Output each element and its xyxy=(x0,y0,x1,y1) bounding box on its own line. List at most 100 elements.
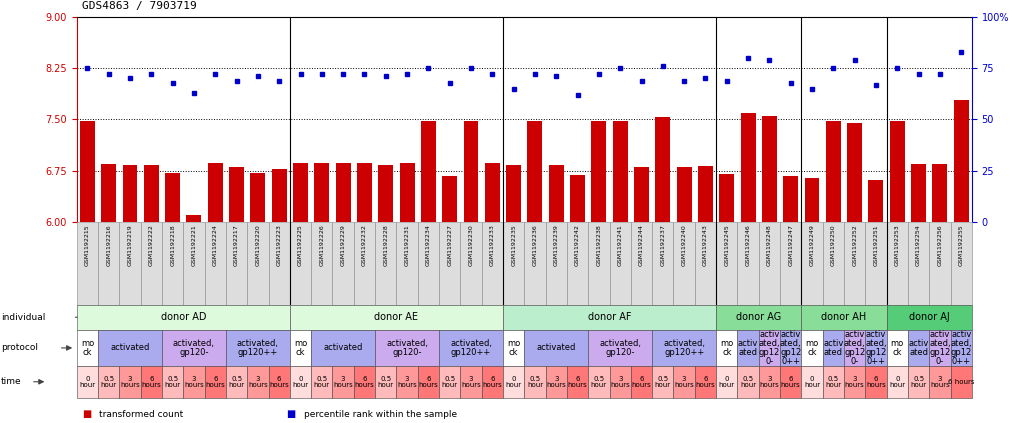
Text: 3
hours: 3 hours xyxy=(845,376,864,388)
Bar xyxy=(272,169,286,222)
Text: 3
hours: 3 hours xyxy=(930,376,949,388)
Text: GSM1192242: GSM1192242 xyxy=(575,225,580,266)
Text: 3
hours: 3 hours xyxy=(674,376,694,388)
Text: 6
hours: 6 hours xyxy=(355,376,374,388)
Text: donor AH: donor AH xyxy=(821,312,866,322)
Bar xyxy=(205,222,226,305)
Text: 3
hours: 3 hours xyxy=(248,376,268,388)
Text: GSM1192247: GSM1192247 xyxy=(788,225,793,266)
Bar xyxy=(162,222,183,305)
Bar xyxy=(804,178,819,222)
Text: individual: individual xyxy=(1,313,45,322)
Text: 0.5
hour: 0.5 hour xyxy=(591,376,607,388)
Bar xyxy=(932,164,947,222)
Bar xyxy=(485,163,500,222)
Bar xyxy=(865,222,887,305)
Bar xyxy=(822,222,844,305)
Bar xyxy=(656,117,670,222)
Text: GSM1192255: GSM1192255 xyxy=(959,225,964,266)
Text: activated,
gp120++: activated, gp120++ xyxy=(237,339,279,357)
Bar xyxy=(887,222,908,305)
Bar xyxy=(379,165,393,222)
Bar xyxy=(719,174,735,222)
Text: ■: ■ xyxy=(286,409,296,419)
Bar xyxy=(442,176,457,222)
Text: 0.5
hour: 0.5 hour xyxy=(740,376,756,388)
Text: 6
hours: 6 hours xyxy=(696,376,715,388)
Bar xyxy=(567,222,588,305)
Text: 6
hours: 6 hours xyxy=(483,376,502,388)
Bar xyxy=(908,222,929,305)
Text: activated,
gp120-: activated, gp120- xyxy=(386,339,428,357)
Text: GSM1192215: GSM1192215 xyxy=(85,225,90,266)
Text: activated,
gp120-: activated, gp120- xyxy=(599,339,641,357)
Bar xyxy=(741,113,756,222)
Text: 3
hours: 3 hours xyxy=(333,376,353,388)
Bar xyxy=(290,222,311,305)
Text: 6
hours: 6 hours xyxy=(141,376,162,388)
Bar xyxy=(226,222,248,305)
Text: donor AG: donor AG xyxy=(737,312,782,322)
Text: 3
hours: 3 hours xyxy=(759,376,780,388)
Bar xyxy=(890,121,904,222)
Bar xyxy=(631,222,653,305)
Bar xyxy=(634,168,649,222)
Text: 6
hours: 6 hours xyxy=(418,376,438,388)
Text: GSM1192218: GSM1192218 xyxy=(170,225,175,266)
Bar xyxy=(482,222,503,305)
Bar xyxy=(698,166,713,222)
Text: GSM1192233: GSM1192233 xyxy=(490,225,495,266)
Text: GSM1192248: GSM1192248 xyxy=(767,225,772,266)
Bar xyxy=(140,222,162,305)
Bar xyxy=(251,173,265,222)
Bar xyxy=(847,123,862,222)
Bar xyxy=(673,222,695,305)
Text: GSM1192227: GSM1192227 xyxy=(447,225,452,266)
Text: GSM1192238: GSM1192238 xyxy=(596,225,602,266)
Text: mo
ck: mo ck xyxy=(805,339,818,357)
Bar xyxy=(716,222,738,305)
Bar xyxy=(570,175,585,222)
Text: GSM1192253: GSM1192253 xyxy=(895,225,900,266)
Text: 0.5
hour: 0.5 hour xyxy=(826,376,841,388)
Bar xyxy=(336,163,351,222)
Text: GSM1192246: GSM1192246 xyxy=(746,225,751,266)
Bar xyxy=(439,222,460,305)
Text: activ
ated: activ ated xyxy=(738,339,758,357)
Bar xyxy=(950,222,972,305)
Text: GSM1192231: GSM1192231 xyxy=(404,225,409,266)
Text: 0.5
hour: 0.5 hour xyxy=(228,376,244,388)
Text: activated,
gp120++: activated, gp120++ xyxy=(663,339,705,357)
Text: protocol: protocol xyxy=(1,343,38,352)
Bar xyxy=(77,222,98,305)
Text: 0.5
hour: 0.5 hour xyxy=(910,376,927,388)
Bar xyxy=(548,165,564,222)
Bar xyxy=(311,222,332,305)
Bar xyxy=(229,168,244,222)
Text: GSM1192228: GSM1192228 xyxy=(384,225,389,266)
Text: 0
hour: 0 hour xyxy=(80,376,95,388)
Text: activated,
gp120++: activated, gp120++ xyxy=(450,339,492,357)
Bar xyxy=(208,163,223,222)
Bar xyxy=(653,222,673,305)
Text: 0
hour: 0 hour xyxy=(505,376,522,388)
Bar xyxy=(80,121,95,222)
Bar xyxy=(953,100,969,222)
Text: GSM1192229: GSM1192229 xyxy=(341,225,346,266)
Text: 0.5
hour: 0.5 hour xyxy=(655,376,671,388)
Text: GSM1192254: GSM1192254 xyxy=(916,225,921,266)
Bar xyxy=(506,165,521,222)
Text: 0.5
hour: 0.5 hour xyxy=(314,376,329,388)
Text: 6
hours: 6 hours xyxy=(206,376,225,388)
Text: time: time xyxy=(1,377,21,386)
Text: activated: activated xyxy=(537,343,576,352)
Text: GSM1192251: GSM1192251 xyxy=(874,225,879,266)
Text: GSM1192216: GSM1192216 xyxy=(106,225,112,266)
Bar xyxy=(676,168,692,222)
Text: 6
hours: 6 hours xyxy=(866,376,886,388)
Bar xyxy=(268,222,290,305)
Text: GSM1192244: GSM1192244 xyxy=(639,225,644,266)
Text: 0.5
hour: 0.5 hour xyxy=(377,376,394,388)
Text: GSM1192217: GSM1192217 xyxy=(234,225,239,266)
Bar xyxy=(503,222,524,305)
